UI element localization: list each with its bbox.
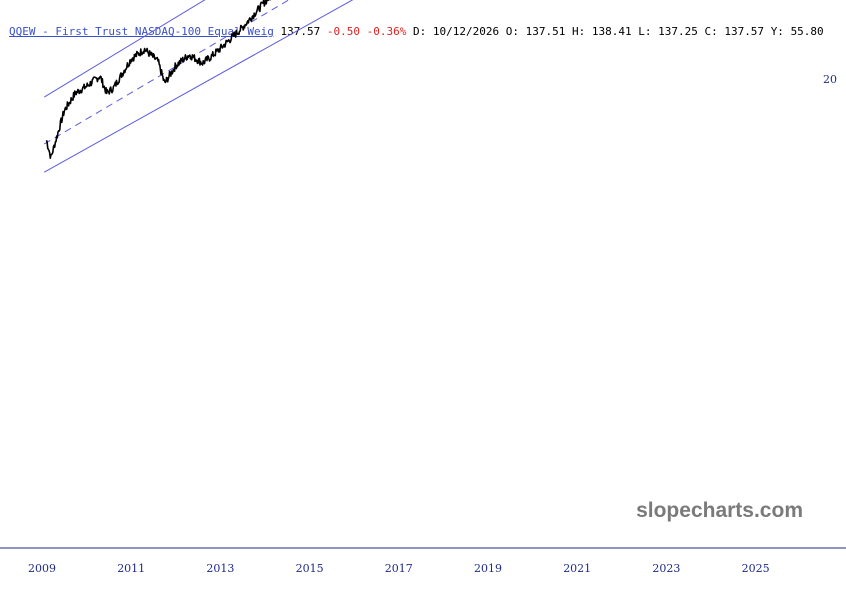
x-tick-label: 2013 (206, 562, 234, 575)
high-readout: H: 138.41 (571, 25, 632, 38)
x-tick-label: 2019 (474, 562, 502, 575)
watermark: slopecharts.com (636, 499, 803, 522)
x-tick-label: 2023 (652, 562, 680, 575)
x-tick-label: 2021 (563, 562, 591, 575)
y-tick-label: 20 (823, 73, 837, 86)
y-axis: 24022020018016014012010080604020 (823, 73, 837, 86)
upper-channel-line (43, 0, 206, 98)
close-readout: C: 137.57 (704, 25, 765, 38)
low-readout: L: 137.25 (638, 25, 698, 38)
price-series (45, 0, 271, 159)
quote-header: QQEW - First Trust NASDAQ-100 Equal Weig… (9, 25, 824, 38)
x-tick-label: 2015 (296, 562, 324, 575)
symbol-link[interactable]: QQEW - First Trust NASDAQ-100 Equal Weig (9, 25, 274, 38)
x-tick-label: 2017 (385, 562, 413, 575)
date-readout: D: 10/12/2026 (413, 25, 500, 38)
price-change: -0.50 (326, 25, 361, 38)
open-readout: O: 137.51 (505, 25, 566, 38)
y-readout-label: Y: (770, 25, 784, 38)
x-tick-label: 2011 (117, 562, 145, 575)
price-line (45, 0, 271, 159)
x-axis: 2009 2011 2013 2015 2017 2019 2021 2023 2025 (28, 562, 770, 575)
price-change-pct: -0.36% (366, 25, 407, 38)
regression-channel (43, 0, 354, 173)
x-tick-label: 2009 (28, 562, 56, 575)
mid-channel-line (43, 0, 290, 145)
lower-channel-line (43, 0, 354, 173)
y-readout-value: 55.80 (790, 25, 824, 38)
x-tick-label: 2025 (742, 562, 770, 575)
